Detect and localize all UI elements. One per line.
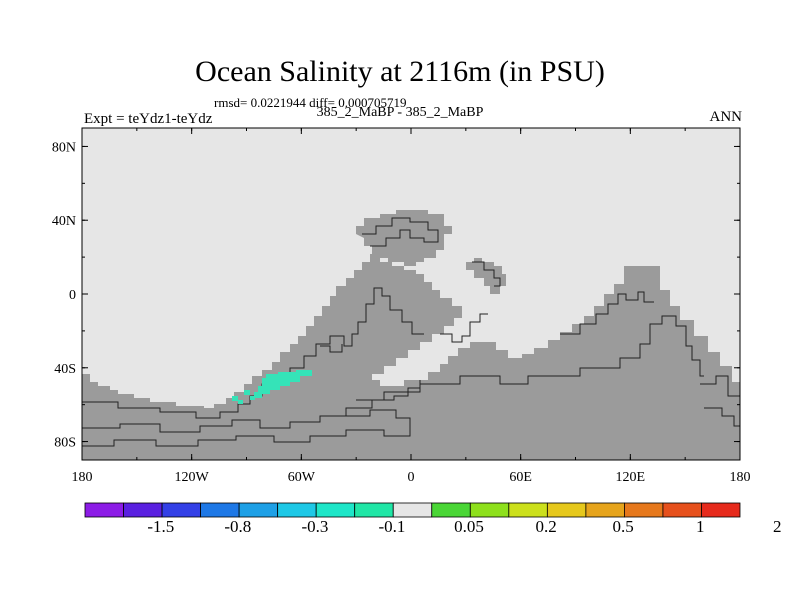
colorbar-label: 1 bbox=[696, 517, 705, 536]
lat-tick-label: 40S bbox=[54, 362, 76, 377]
coast-line-6 bbox=[560, 291, 654, 335]
longitude-axis: 180 120W 60W 0 60E 120E 180 bbox=[72, 128, 751, 485]
colorbar-label: -1.5 bbox=[147, 517, 174, 536]
colorbar-label: 0.5 bbox=[613, 517, 634, 536]
colorbar-swatch bbox=[84, 502, 124, 518]
colorbar-label: -0.1 bbox=[379, 517, 406, 536]
coastline-contours bbox=[82, 217, 740, 447]
case-label: 385_2_MaBP - 385_2_MaBP bbox=[316, 105, 484, 120]
coast-line-4 bbox=[440, 313, 488, 343]
land-central-wedge bbox=[82, 254, 740, 460]
colorbar-swatch bbox=[469, 502, 510, 518]
coast-line-8 bbox=[704, 407, 740, 427]
lat-tick-label: 0 bbox=[69, 288, 76, 303]
coast-line-2 bbox=[82, 380, 421, 433]
lon-tick-label: 120E bbox=[616, 470, 646, 485]
colorbar-label: -0.3 bbox=[301, 517, 328, 536]
coast-line-5 bbox=[356, 315, 704, 401]
coast-line-7 bbox=[700, 375, 740, 397]
latitude-axis: 80N 40N 0 40S 80S bbox=[52, 140, 740, 451]
coast-line-1 bbox=[82, 287, 424, 419]
experiment-label: Expt = teYdz1-teYdz bbox=[84, 111, 213, 127]
season-label: ANN bbox=[709, 109, 743, 125]
anomaly-dot-4 bbox=[250, 396, 255, 400]
land-island-east bbox=[466, 258, 506, 294]
lon-tick-label: 120W bbox=[175, 470, 210, 485]
coast-line-11 bbox=[320, 344, 343, 353]
lat-tick-label: 80N bbox=[52, 140, 76, 155]
coast-line-9 bbox=[362, 217, 439, 247]
colorbar bbox=[84, 502, 741, 518]
colorbar-swatch bbox=[508, 502, 548, 518]
colorbar-swatch bbox=[200, 502, 240, 518]
anomaly-main bbox=[254, 370, 312, 398]
lon-tick-label: 180 bbox=[730, 470, 751, 485]
colorbar-label: 0.2 bbox=[535, 517, 556, 536]
coast-line-3 bbox=[82, 409, 411, 447]
plot-title: Ocean Salinity at 2116m (in PSU) bbox=[195, 55, 605, 88]
colorbar-swatch bbox=[624, 502, 664, 518]
salinity-anomaly-patch bbox=[232, 370, 312, 404]
coast-line-10 bbox=[472, 261, 501, 287]
anomaly-dot-2 bbox=[244, 390, 250, 395]
colorbar-swatch bbox=[585, 502, 625, 518]
colorbar-swatch bbox=[546, 502, 587, 518]
lat-tick-label: 80S bbox=[54, 436, 76, 451]
colorbar-label: -0.8 bbox=[224, 517, 251, 536]
colorbar-swatch bbox=[161, 502, 201, 518]
anomaly-dot-1 bbox=[232, 396, 238, 401]
colorbar-swatch bbox=[315, 502, 356, 518]
colorbar-swatch bbox=[238, 502, 279, 518]
anomaly-dot-3 bbox=[238, 400, 243, 404]
colorbar-swatch bbox=[431, 502, 471, 518]
colorbar-swatch bbox=[354, 502, 394, 518]
colorbar-swatch bbox=[662, 502, 702, 518]
colorbar-swatch bbox=[392, 502, 433, 518]
lon-tick-label: 60W bbox=[288, 470, 316, 485]
colorbar-swatch bbox=[701, 502, 741, 518]
colorbar-label: 2 bbox=[773, 517, 782, 536]
lon-tick-label: 60E bbox=[509, 470, 532, 485]
lat-tick-label: 40N bbox=[52, 214, 76, 229]
colorbar-swatch bbox=[277, 502, 317, 518]
stats-line: rmsd= 0.0221944 diff= 0.000705719 bbox=[214, 95, 407, 110]
colorbar-label: 0.05 bbox=[454, 517, 484, 536]
colorbar-swatch bbox=[123, 502, 163, 518]
colorbar-labels: -1.5 -0.8 -0.3 -0.1 0.05 0.2 0.5 1 2 bbox=[147, 517, 781, 536]
lon-tick-label: 180 bbox=[72, 470, 93, 485]
lon-tick-label: 0 bbox=[408, 470, 415, 485]
